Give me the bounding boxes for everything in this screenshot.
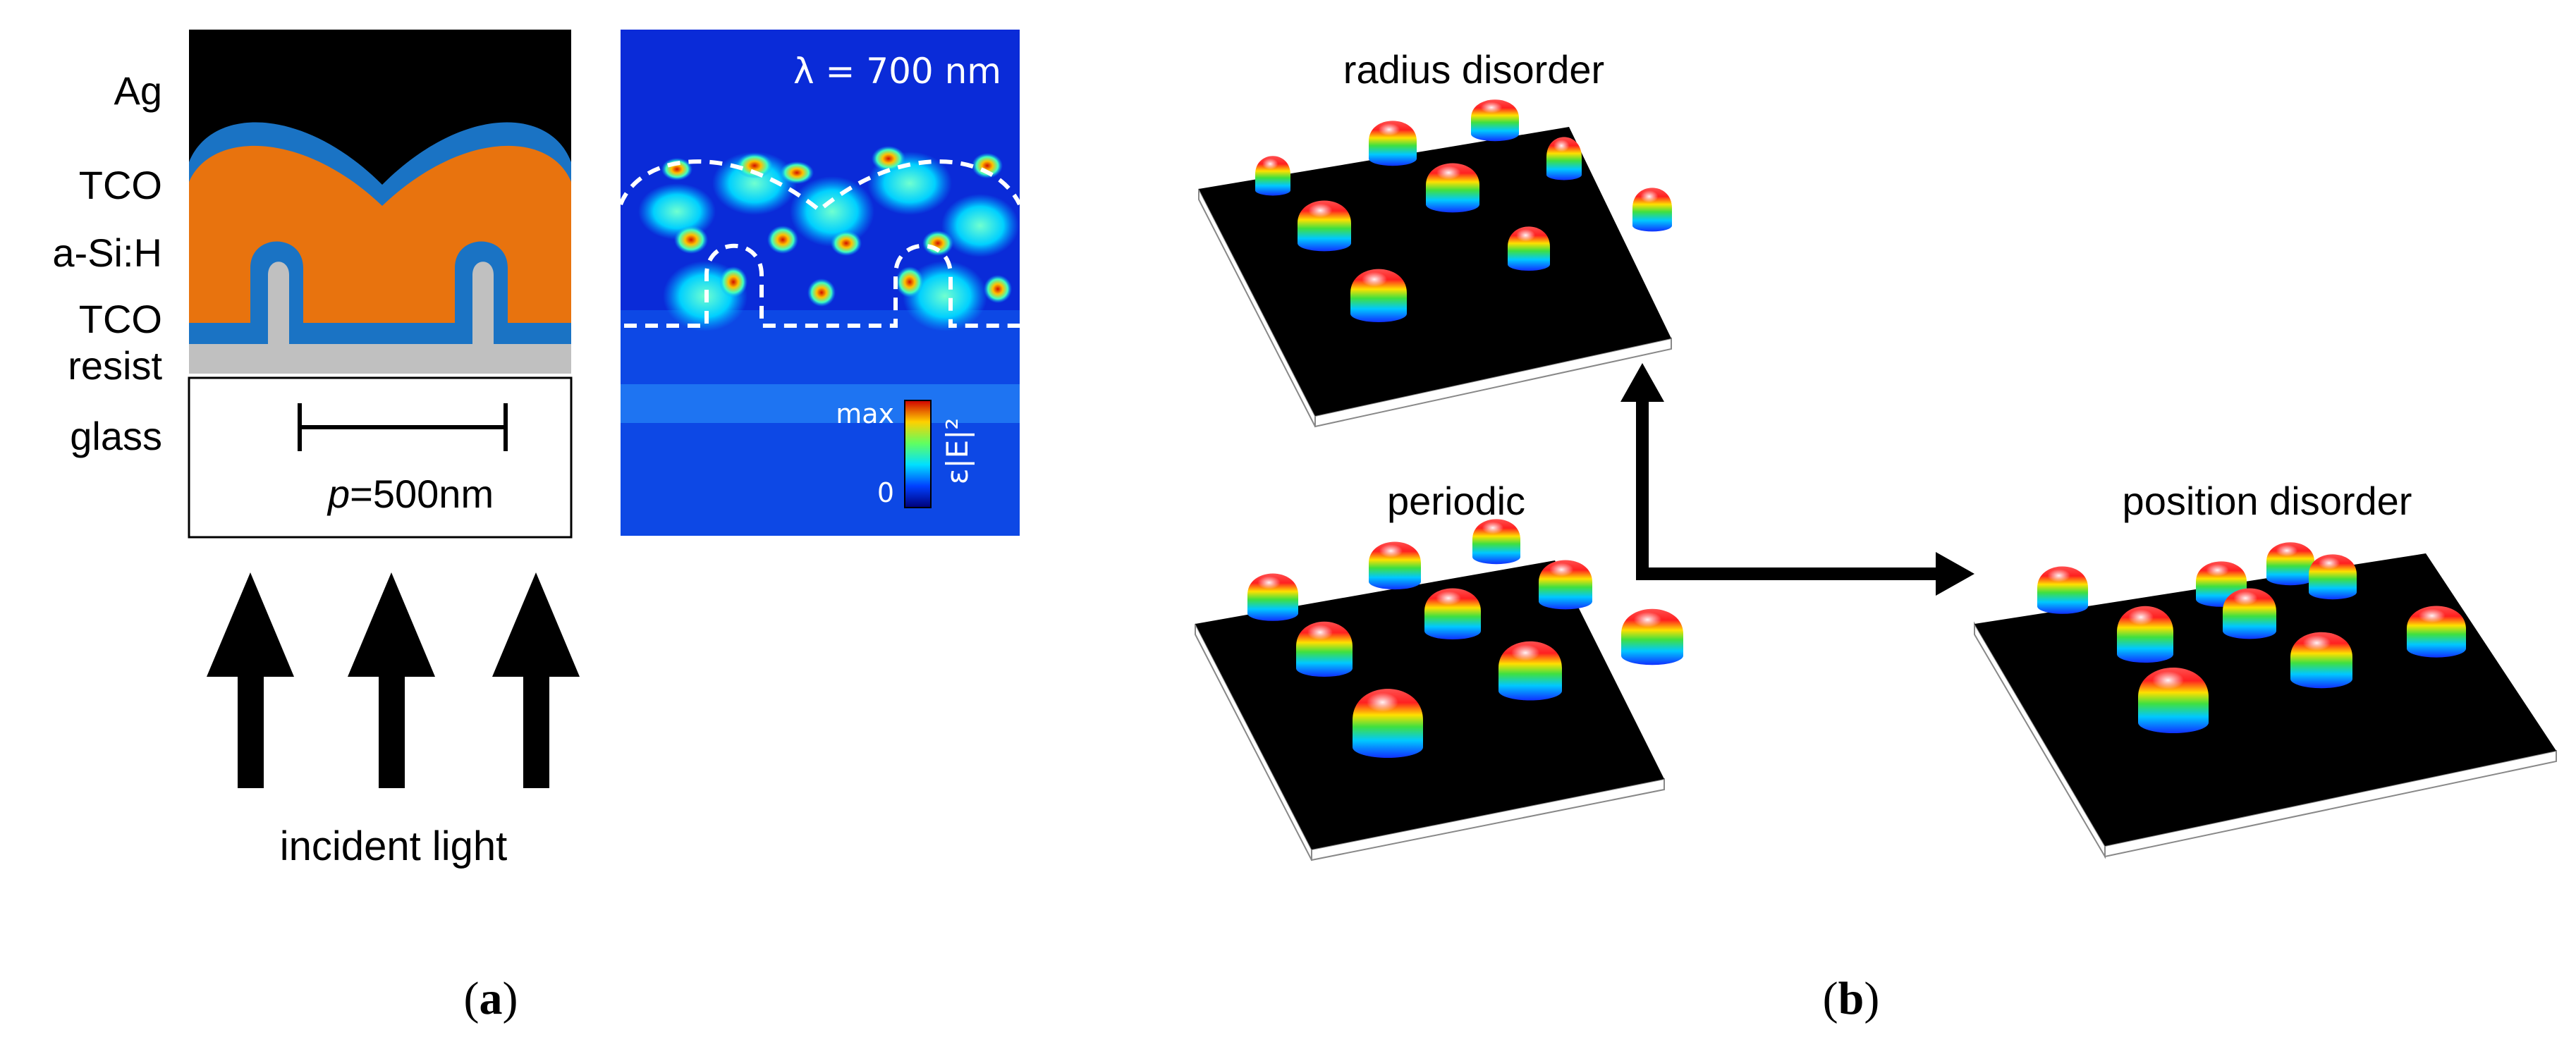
label-asi: a-Si:H [52, 231, 162, 275]
period-symbol: p [326, 472, 350, 516]
bump-highlight [2128, 609, 2154, 625]
resist-layer [189, 262, 571, 374]
bump-highlight [1553, 139, 1570, 152]
bump-highlight [2302, 635, 2331, 651]
field-hotspots [621, 146, 1020, 536]
layer-labels: Ag TCO a-Si:H TCO resist glass [52, 68, 162, 458]
arrow-up-to-radius-disorder [1620, 363, 1664, 580]
label-ag: Ag [114, 68, 163, 113]
bump-highlight [1480, 102, 1503, 113]
caption-a: (a) [464, 973, 518, 1024]
bump-highlight [1436, 591, 1461, 606]
bump-17 [1498, 641, 1563, 701]
colorbar: max 0 ε|E|² [836, 398, 975, 508]
bump-15 [1424, 588, 1481, 639]
bump-highlight [1378, 123, 1400, 136]
period-label: p=500nm [326, 472, 494, 516]
label-tco-bottom: TCO [79, 297, 162, 341]
bump-8 [1508, 226, 1550, 271]
arrow-right-to-position-disorder [1636, 552, 1974, 596]
incident-light-label: incident light [280, 823, 507, 869]
label-glass: glass [70, 414, 162, 458]
bump-highlight [1482, 521, 1504, 534]
bump-9 [1350, 269, 1407, 322]
period-scale-bar [298, 403, 508, 451]
incident-arrow-1 [207, 572, 294, 788]
substrate-front [2104, 749, 2557, 858]
bump-highlight [2233, 591, 2258, 606]
bump-2 [1369, 121, 1417, 166]
incident-arrow-3 [492, 572, 580, 788]
bump-5 [1298, 200, 1351, 252]
bump-11 [1369, 541, 1421, 590]
bump-highlight [2206, 563, 2229, 577]
caption-b: (b) [1823, 973, 1880, 1024]
bump-highlight [1436, 166, 1461, 180]
bump-23 [2117, 606, 2173, 663]
interface-dashed-top [618, 159, 1022, 213]
wavelength-label: λ = 700 nm [793, 51, 1001, 92]
nanostructure-bumps [1247, 99, 2466, 758]
bump-4 [1546, 137, 1582, 180]
bump-18 [1353, 689, 1423, 758]
caption-b-letter: b [1838, 973, 1864, 1024]
bump-highlight [1516, 228, 1535, 242]
bump-26 [2290, 632, 2352, 689]
substrate-front [1311, 778, 1665, 861]
disorder-axes-arrows [1620, 363, 1974, 596]
bump-24 [2223, 588, 2276, 639]
bump-highlight [2318, 556, 2340, 570]
title-periodic: periodic [1387, 479, 1525, 523]
colorbar-max-label: max [836, 398, 894, 429]
colorbar-min-label: 0 [877, 477, 894, 508]
layer-stack-diagram: p=500nm [188, 30, 573, 539]
bump-12 [1472, 519, 1520, 565]
bump-highlight [1379, 544, 1403, 558]
bump-highlight [1308, 203, 1333, 218]
bump-1 [1255, 156, 1290, 196]
bump-22 [2309, 554, 2357, 600]
bump-highlight [1367, 692, 1398, 712]
substrate-top [1199, 127, 1671, 416]
bump-highlight [1633, 612, 1662, 627]
bump-3 [1471, 99, 1519, 142]
bump-27 [2138, 668, 2209, 733]
bump-highlight [1257, 576, 1281, 589]
bump-highlight [1307, 625, 1333, 640]
bump-highlight [2276, 544, 2298, 557]
colorbar-gradient [904, 400, 932, 508]
bump-16 [1621, 608, 1683, 665]
label-tco-top: TCO [79, 163, 162, 207]
bump-highlight [2418, 608, 2446, 623]
bump-10 [1247, 573, 1298, 621]
period-value: =500nm [350, 472, 494, 516]
caption-a-letter: a [480, 973, 503, 1024]
title-radius-disorder: radius disorder [1343, 47, 1604, 92]
bump-highlight [1362, 271, 1387, 287]
bump-highlight [1640, 190, 1659, 203]
bump-21 [2266, 542, 2314, 586]
bump-highlight [1549, 563, 1574, 577]
interface-dashed-bottom [624, 243, 1020, 328]
colorbar-quantity-label: ε|E|² [940, 418, 975, 484]
bump-highlight [1262, 158, 1278, 170]
plot-radius-disorder [1198, 127, 1672, 428]
bump-highlight [1511, 644, 1540, 661]
bump-13 [1539, 560, 1592, 610]
bump-highlight [2152, 671, 2184, 689]
bump-highlight [2047, 569, 2070, 582]
bump-14 [1296, 621, 1353, 677]
title-position-disorder: position disorder [2123, 479, 2412, 523]
incident-light-arrows [207, 572, 580, 788]
bump-7 [1632, 188, 1672, 232]
field-map: λ = 700 nm max 0 ε|E|² [618, 30, 1022, 536]
bump-19 [2037, 566, 2088, 614]
bump-25 [2407, 606, 2466, 658]
bump-6 [1426, 163, 1479, 213]
label-resist: resist [68, 343, 162, 388]
incident-arrow-2 [348, 572, 435, 788]
substrate-front [1314, 337, 1672, 428]
